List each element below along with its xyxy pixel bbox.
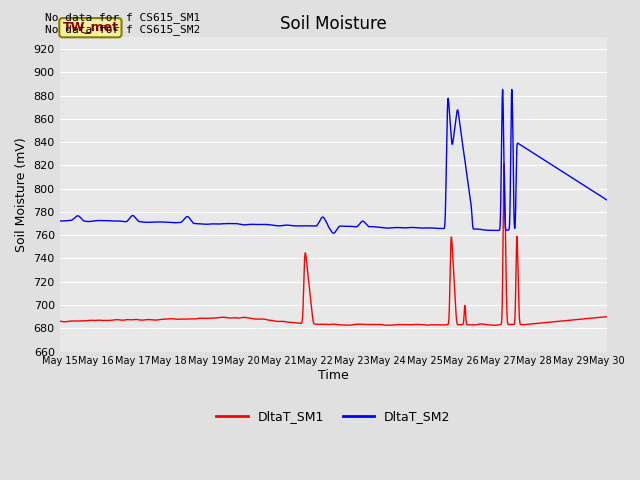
- DltaT_SM1: [289, 320, 297, 325]
- DltaT_SM2: [604, 197, 611, 203]
- DltaT_SM2: [118, 218, 126, 224]
- DltaT_SM2: [266, 222, 273, 228]
- DltaT_SM1: [492, 323, 499, 328]
- Title: Soil Moisture: Soil Moisture: [280, 15, 387, 33]
- DltaT_SM2: [534, 153, 541, 159]
- Legend: DltaT_SM1, DltaT_SM2: DltaT_SM1, DltaT_SM2: [211, 405, 456, 428]
- DltaT_SM1: [500, 161, 508, 167]
- X-axis label: Time: Time: [318, 369, 349, 382]
- Text: No data for f CS615_SM1: No data for f CS615_SM1: [45, 12, 200, 23]
- DltaT_SM2: [56, 218, 63, 224]
- DltaT_SM1: [604, 314, 611, 320]
- DltaT_SM2: [330, 230, 337, 236]
- DltaT_SM2: [499, 86, 506, 92]
- DltaT_SM1: [118, 317, 126, 323]
- DltaT_SM1: [534, 321, 541, 326]
- Line: DltaT_SM2: DltaT_SM2: [60, 89, 607, 233]
- DltaT_SM1: [151, 317, 159, 323]
- DltaT_SM2: [289, 223, 297, 228]
- DltaT_SM1: [593, 315, 600, 321]
- Line: DltaT_SM1: DltaT_SM1: [60, 164, 607, 325]
- Text: No data for f CS615_SM2: No data for f CS615_SM2: [45, 24, 200, 35]
- Y-axis label: Soil Moisture (mV): Soil Moisture (mV): [15, 137, 28, 252]
- Text: TW_met: TW_met: [63, 21, 118, 34]
- DltaT_SM1: [56, 318, 63, 324]
- DltaT_SM1: [266, 317, 273, 323]
- DltaT_SM2: [593, 191, 600, 196]
- DltaT_SM2: [151, 219, 159, 225]
